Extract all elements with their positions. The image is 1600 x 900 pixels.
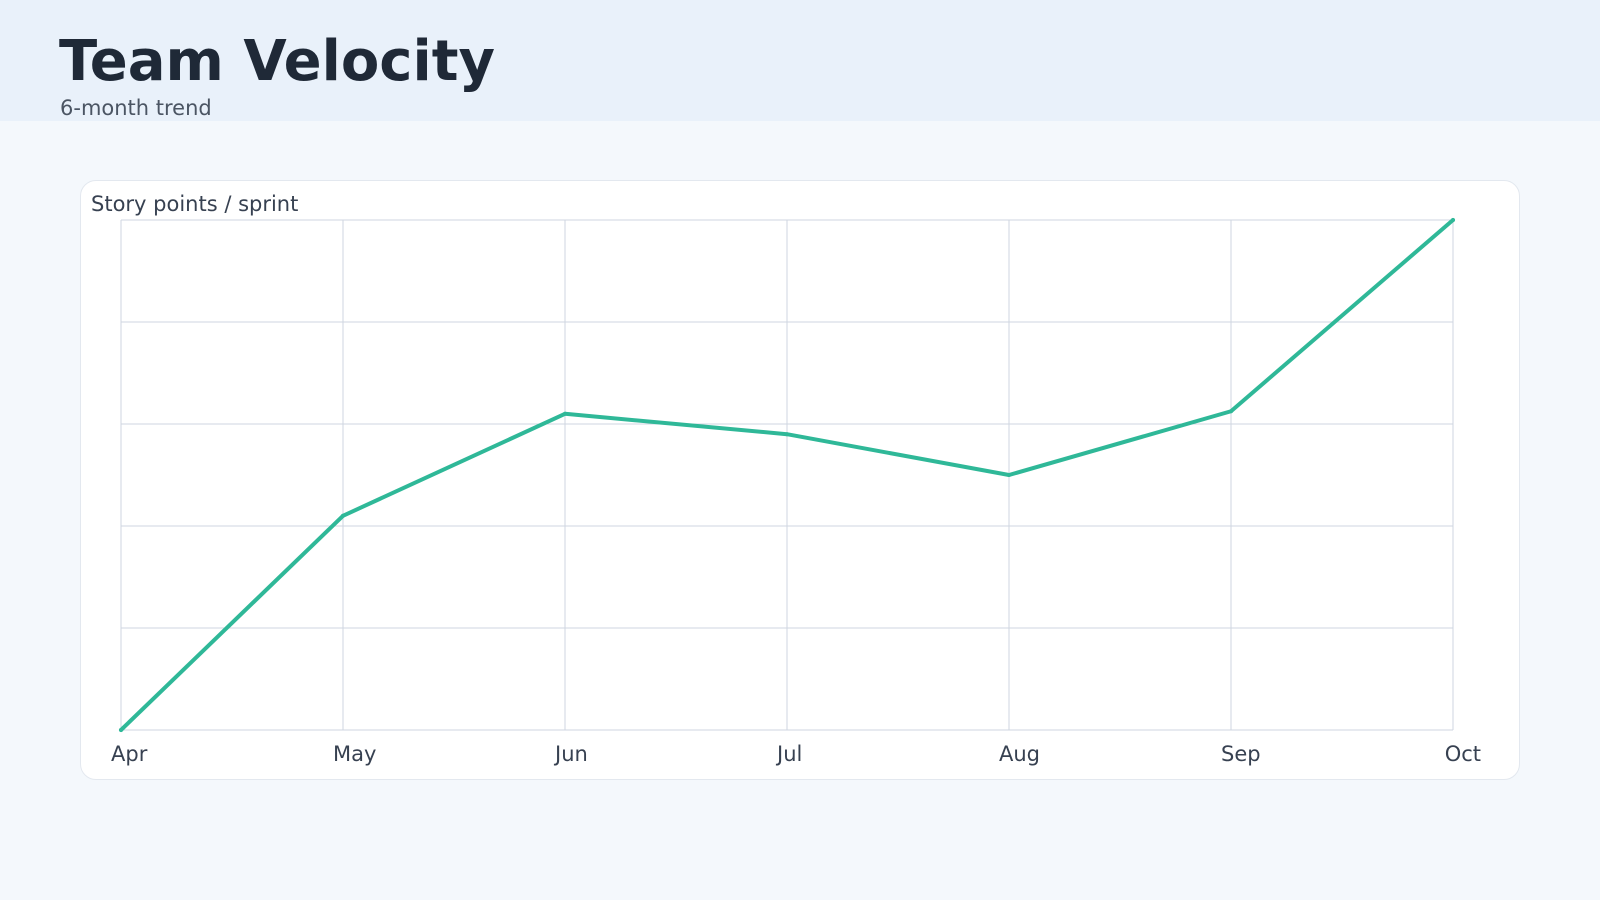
data-point-aug xyxy=(1007,473,1011,477)
page-subtitle: 6-month trend xyxy=(60,96,212,120)
x-axis: Apr May Jun Jul Aug Sep Oct xyxy=(111,742,1481,766)
chart-card: Story points / sprint Apr May Jun Jul Aug Sep… xyxy=(80,180,1520,780)
header-bar xyxy=(0,0,1600,121)
x-tick-label: Apr xyxy=(111,742,148,766)
chart-title: Story points / sprint xyxy=(91,192,298,216)
x-tick-label: Jun xyxy=(553,742,588,766)
x-tick-label: Oct xyxy=(1445,742,1481,766)
data-point-may xyxy=(341,513,345,518)
x-tick-label: May xyxy=(333,742,376,766)
data-point-oct xyxy=(1451,218,1455,222)
data-point-apr xyxy=(119,728,123,732)
x-tick-label: Sep xyxy=(1221,742,1261,766)
page-title: Team Velocity xyxy=(59,29,495,94)
x-tick-label: Jul xyxy=(775,742,802,766)
data-point-sep xyxy=(1229,409,1233,414)
data-point-jun xyxy=(563,411,567,416)
data-point-jul xyxy=(785,432,789,437)
x-tick-label: Aug xyxy=(999,742,1040,766)
line-chart: Story points / sprint Apr May Jun Jul Aug Sep… xyxy=(91,192,1481,766)
chart-series xyxy=(119,218,1455,732)
chart-grid xyxy=(120,219,1454,731)
